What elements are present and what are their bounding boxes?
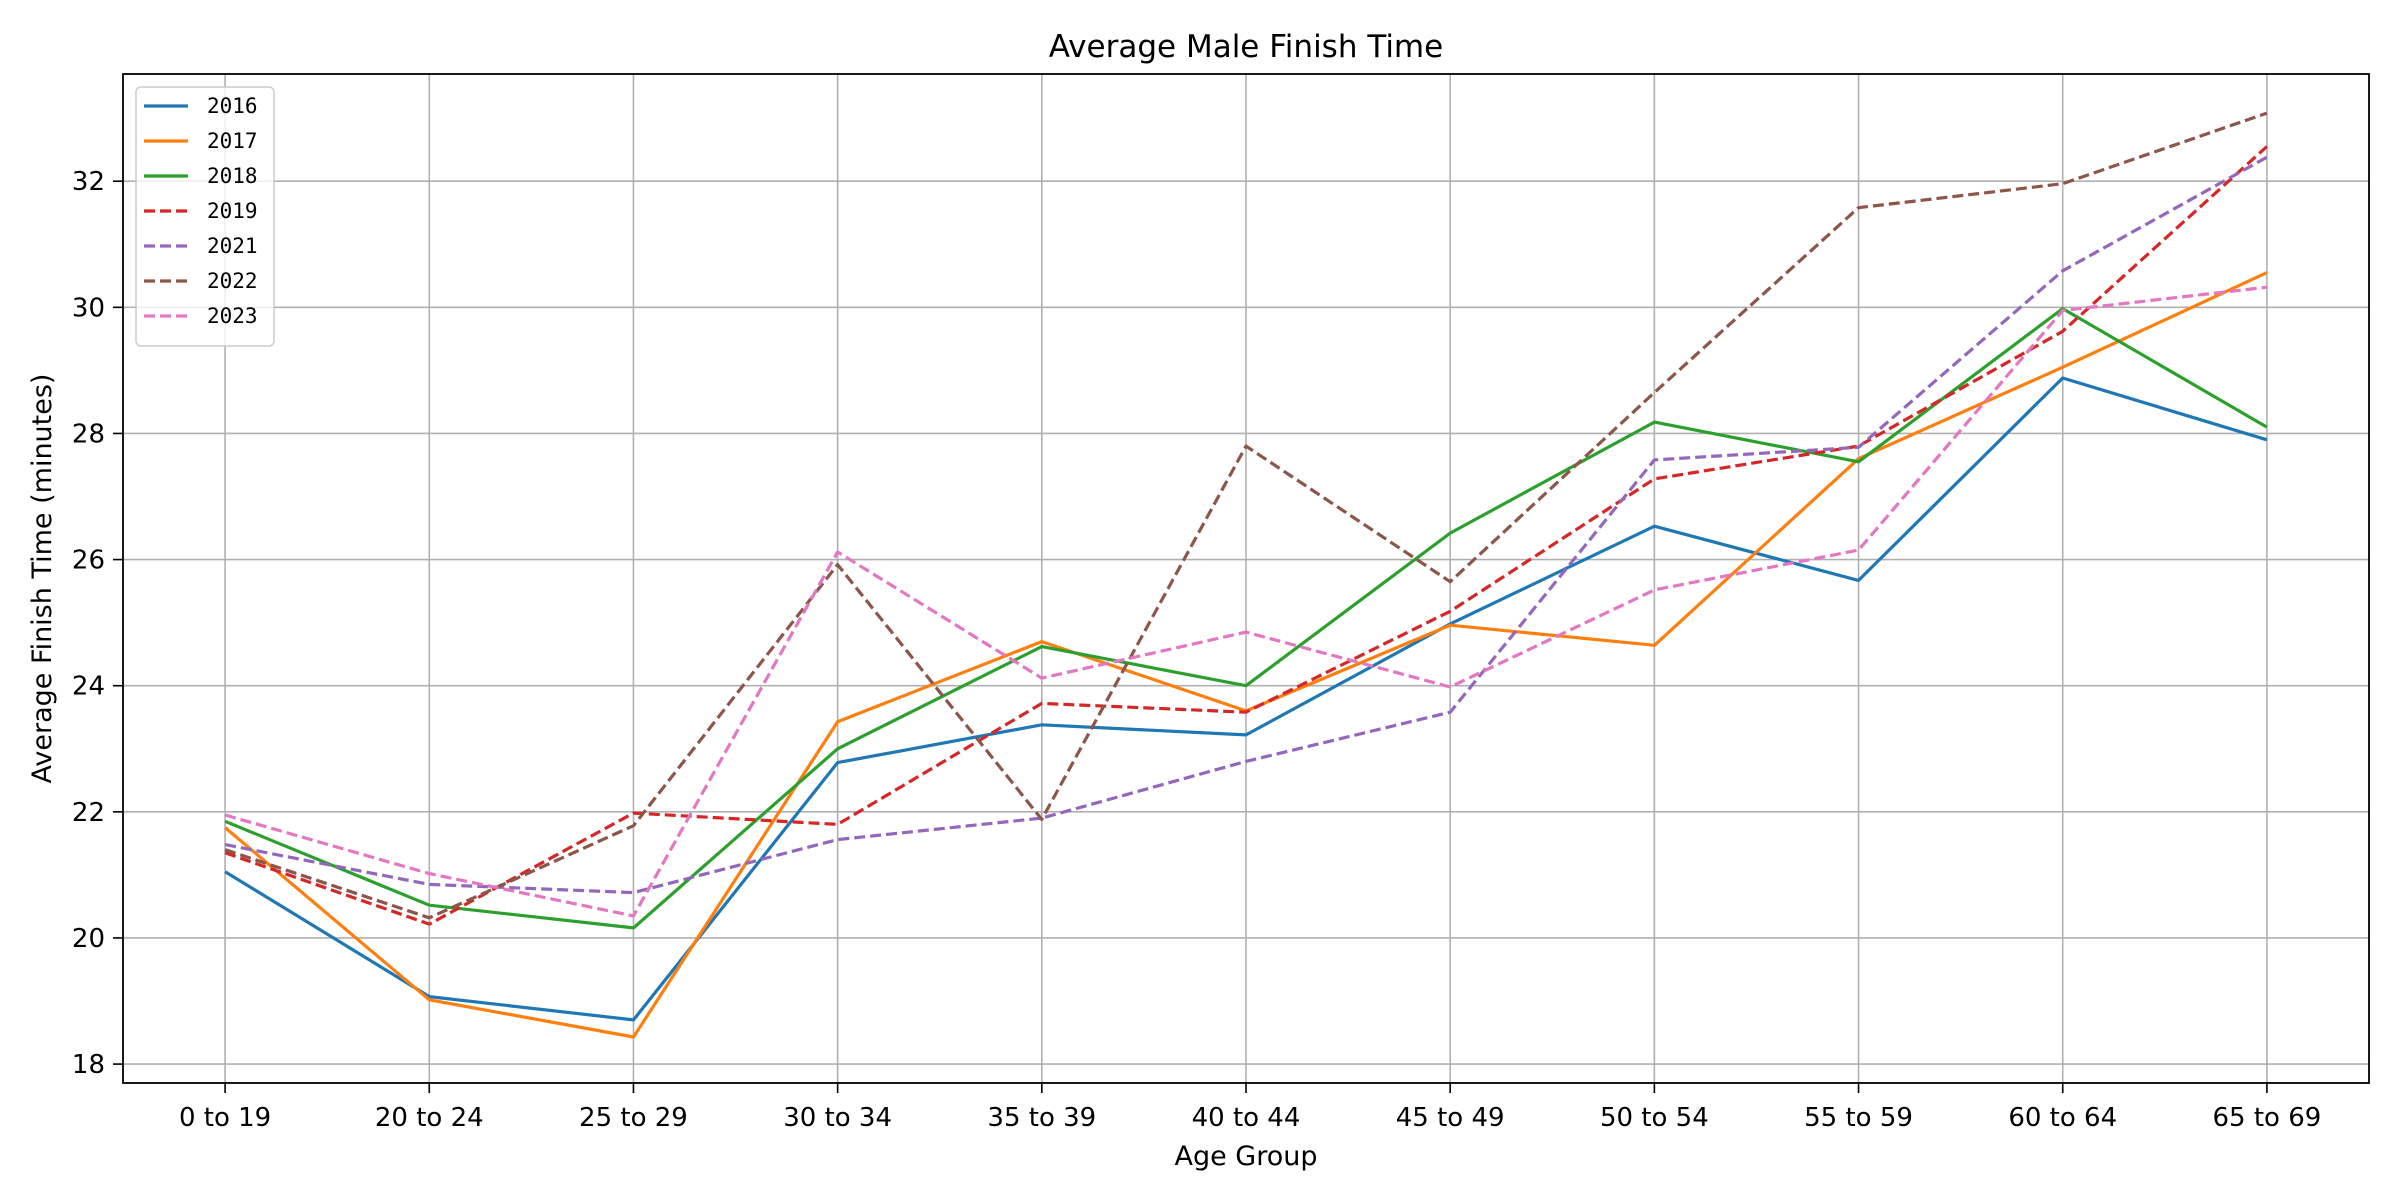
legend: 2016 2017 2018 2019 2021 2022 2023	[135, 86, 275, 347]
legend-label-2018: 2018	[207, 164, 258, 188]
x-axis-label: Age Group	[1174, 1141, 1317, 1172]
legend-label-2019: 2019	[207, 199, 258, 223]
y-tick-label: 28	[72, 419, 105, 449]
x-tick-label: 35 to 39	[987, 1103, 1096, 1133]
y-tick-label: 20	[72, 924, 105, 954]
y-tick-label: 22	[72, 798, 105, 828]
legend-label-2022: 2022	[207, 269, 258, 293]
series-line-2023	[224, 285, 2268, 918]
x-tick-label: 0 to 19	[179, 1103, 271, 1133]
y-tick-label: 26	[72, 546, 105, 576]
series-line-2018	[224, 307, 2268, 930]
x-tick-label: 45 to 49	[1396, 1103, 1505, 1133]
x-tick-label: 25 to 29	[579, 1103, 688, 1133]
y-tick-label: 32	[72, 167, 105, 197]
series-line-2021	[224, 155, 2268, 895]
y-tick-label: 18	[72, 1050, 105, 1080]
series-line-2019	[224, 145, 2268, 926]
x-tick-label: 55 to 59	[1804, 1103, 1913, 1133]
series-line-2016	[224, 376, 2268, 1022]
legend-label-2023: 2023	[207, 304, 258, 328]
plot-frame	[122, 73, 2370, 1084]
x-axis-ticks: 0 to 19 20 to 24 25 to 29 30 to 34 35 to 39 4…	[179, 1083, 2321, 1133]
x-tick-label: 65 to 69	[2213, 1103, 2322, 1133]
x-tick-label: 20 to 24	[375, 1103, 484, 1133]
x-tick-label: 60 to 64	[2008, 1103, 2117, 1133]
x-tick-label: 50 to 54	[1600, 1103, 1709, 1133]
grid-lines	[123, 74, 2369, 1083]
series-lines	[224, 111, 2268, 1039]
legend-label-2016: 2016	[207, 94, 258, 118]
x-tick-label: 40 to 44	[1192, 1103, 1301, 1133]
series-line-2022	[224, 111, 2268, 920]
legend-label-2017: 2017	[207, 129, 258, 153]
x-tick-label: 30 to 34	[783, 1103, 892, 1133]
legend-label-2021: 2021	[207, 234, 258, 258]
chart-title: Average Male Finish Time	[1049, 29, 1443, 65]
y-axis-label: Average Finish Time (minutes)	[27, 374, 58, 784]
y-tick-label: 24	[72, 672, 105, 702]
y-axis-ticks: 18 20 22 24 26 28 30 32	[72, 167, 123, 1080]
y-tick-label: 30	[72, 293, 105, 323]
